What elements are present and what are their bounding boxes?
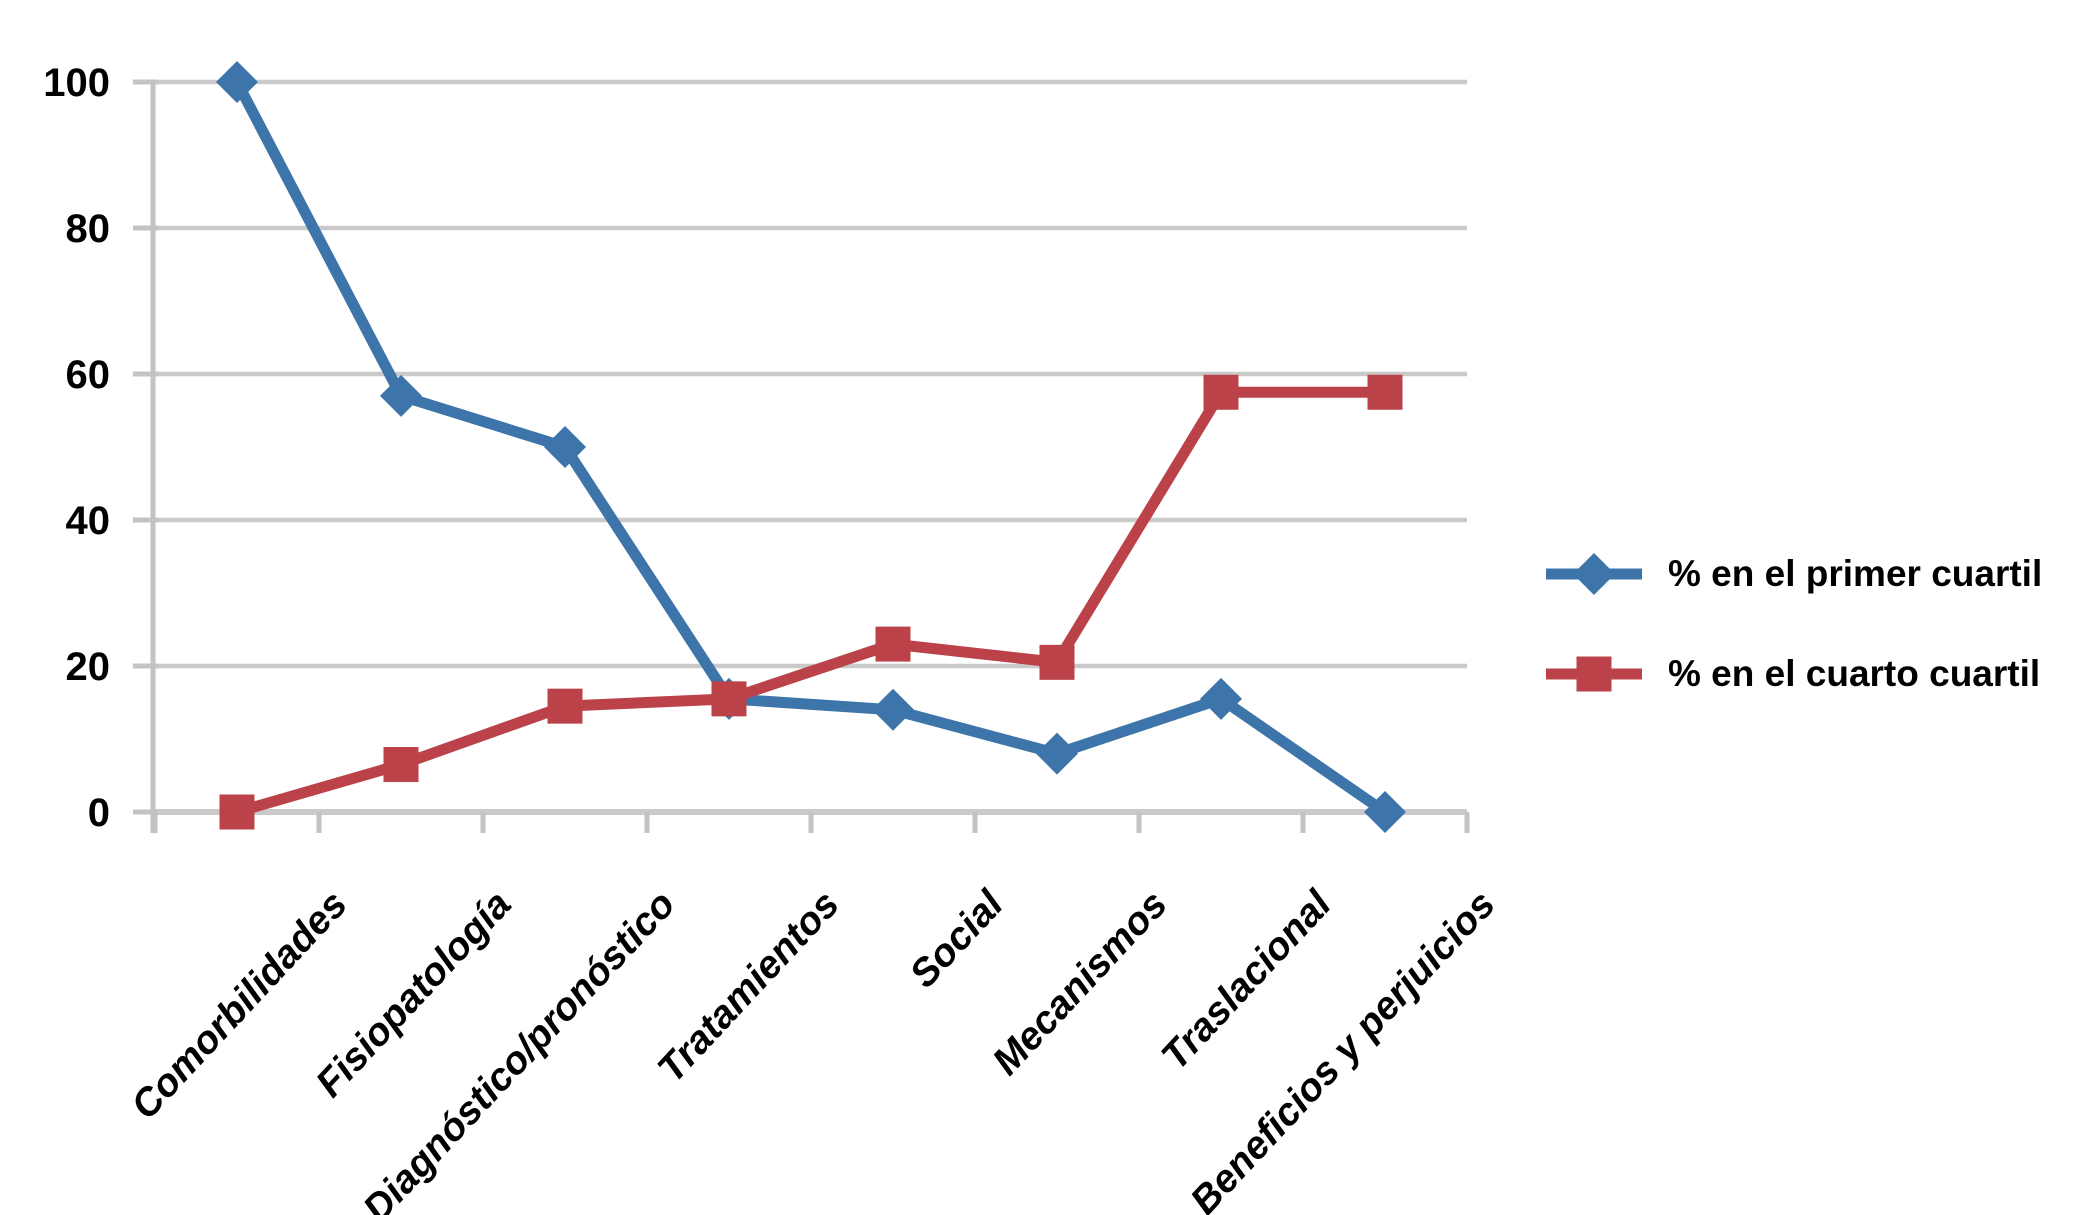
legend-label: % en el primer cuartil <box>1668 553 2043 594</box>
square-marker <box>547 688 583 724</box>
diamond-marker <box>216 61 258 103</box>
legend-entry-primer-cuartil: % en el primer cuartil <box>1546 552 2042 596</box>
square-marker <box>383 747 419 783</box>
legend-diamond-marker-icon <box>1546 553 1642 595</box>
x-category-label: Mecanismos <box>984 883 1175 1084</box>
square-marker <box>711 681 747 717</box>
x-category-label: Comorbilidades <box>123 883 355 1128</box>
diamond-marker <box>1200 677 1242 720</box>
series-cuarto-cuartil <box>219 374 1403 830</box>
x-category-label: Diagnóstico/pronóstico <box>355 883 683 1215</box>
series-line <box>235 386 1385 818</box>
x-category-label: Beneficios y perjuicios <box>1182 883 1503 1215</box>
legend: % en el primer cuartil % en el cuarto cu… <box>1546 552 2042 696</box>
diamond-marker <box>1036 732 1078 775</box>
diamond-marker <box>1364 791 1406 833</box>
diamond-marker <box>872 688 914 731</box>
legend-label: % en el cuarto cuartil <box>1668 653 2041 694</box>
legend-entry-cuarto-cuartil: % en el cuarto cuartil <box>1546 652 2042 696</box>
square-marker <box>1576 656 1612 692</box>
series-primer-cuartil <box>216 61 1406 833</box>
legend-square-marker-icon <box>1546 656 1642 692</box>
y-tick-label: 60 <box>66 353 111 397</box>
y-tick-label: 40 <box>66 499 111 543</box>
square-marker <box>1367 374 1403 410</box>
diamond-marker <box>1573 553 1615 595</box>
diamond-marker <box>380 374 422 417</box>
y-tick-label: 20 <box>66 645 111 689</box>
y-tick-label: 0 <box>88 791 110 835</box>
square-marker <box>1039 644 1075 680</box>
series-line <box>232 79 1389 817</box>
y-tick-label: 80 <box>66 207 111 251</box>
square-marker <box>875 626 911 662</box>
square-marker <box>1203 374 1239 410</box>
y-tick-label: 100 <box>43 61 110 105</box>
diamond-marker <box>544 426 586 468</box>
x-category-label: Traslacional <box>1153 882 1340 1078</box>
square-marker <box>219 794 255 830</box>
x-category-label: Social <box>902 882 1013 996</box>
